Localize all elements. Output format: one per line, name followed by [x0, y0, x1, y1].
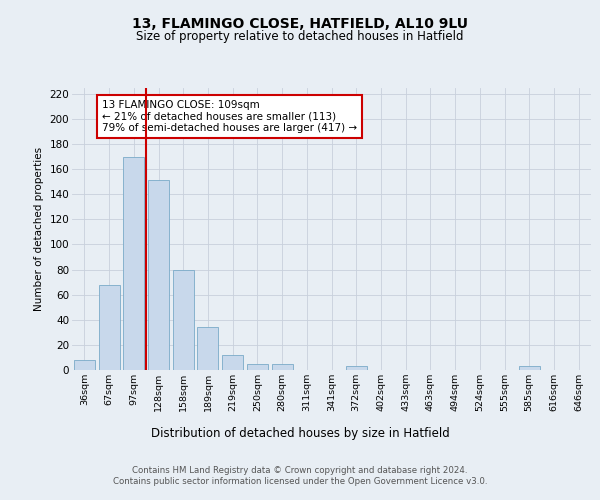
Bar — [346, 366, 367, 370]
Bar — [519, 366, 540, 370]
Bar — [197, 328, 218, 370]
Bar — [98, 284, 119, 370]
Bar — [222, 355, 243, 370]
Text: 13 FLAMINGO CLOSE: 109sqm
← 21% of detached houses are smaller (113)
79% of semi: 13 FLAMINGO CLOSE: 109sqm ← 21% of detac… — [102, 100, 357, 133]
Bar — [74, 360, 95, 370]
Text: Size of property relative to detached houses in Hatfield: Size of property relative to detached ho… — [136, 30, 464, 43]
Text: Contains HM Land Registry data © Crown copyright and database right 2024.: Contains HM Land Registry data © Crown c… — [132, 466, 468, 475]
Bar — [173, 270, 194, 370]
Text: Distribution of detached houses by size in Hatfield: Distribution of detached houses by size … — [151, 428, 449, 440]
Bar — [272, 364, 293, 370]
Bar — [123, 156, 144, 370]
Text: Contains public sector information licensed under the Open Government Licence v3: Contains public sector information licen… — [113, 478, 487, 486]
Y-axis label: Number of detached properties: Number of detached properties — [34, 146, 44, 311]
Bar — [148, 180, 169, 370]
Text: 13, FLAMINGO CLOSE, HATFIELD, AL10 9LU: 13, FLAMINGO CLOSE, HATFIELD, AL10 9LU — [132, 18, 468, 32]
Bar — [247, 364, 268, 370]
